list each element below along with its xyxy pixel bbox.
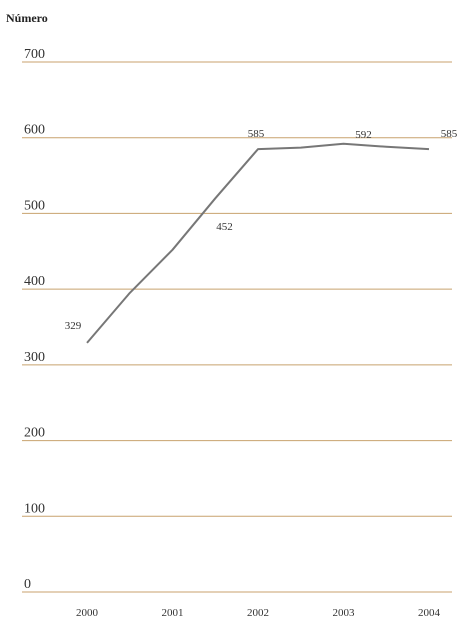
gridlines xyxy=(22,61,452,593)
y-tick-label-200: 200 xyxy=(24,426,45,441)
data-label-2000: 329 xyxy=(65,320,82,332)
x-tick-label-2003: 2003 xyxy=(333,607,356,619)
data-label-2001: 452 xyxy=(216,221,233,233)
series-group xyxy=(86,142,430,344)
series-line-0 xyxy=(86,142,430,344)
y-tick-label-300: 300 xyxy=(24,350,45,365)
y-tick-label-400: 400 xyxy=(24,274,45,289)
data-label-2003: 592 xyxy=(355,129,372,141)
x-tick-label-2002: 2002 xyxy=(247,607,269,619)
y-tick-label-600: 600 xyxy=(24,123,45,138)
y-tick-labels: 0 100 200 300 400 500 600 700 xyxy=(24,47,45,592)
y-tick-label-0: 0 xyxy=(24,577,31,592)
x-tick-labels: 2000 2001 2002 2003 2004 xyxy=(76,607,441,619)
x-tick-label-2001: 2001 xyxy=(162,607,184,619)
data-label-2004: 585 xyxy=(441,128,458,140)
x-tick-label-2000: 2000 xyxy=(76,607,99,619)
x-tick-label-2004: 2004 xyxy=(418,607,441,619)
y-tick-label-700: 700 xyxy=(24,47,45,62)
y-tick-label-100: 100 xyxy=(24,501,45,516)
data-labels: 329 452 585 592 585 xyxy=(65,128,458,332)
data-label-2002: 585 xyxy=(248,128,265,140)
y-axis-label: Número xyxy=(6,11,48,25)
y-tick-label-500: 500 xyxy=(24,198,45,213)
